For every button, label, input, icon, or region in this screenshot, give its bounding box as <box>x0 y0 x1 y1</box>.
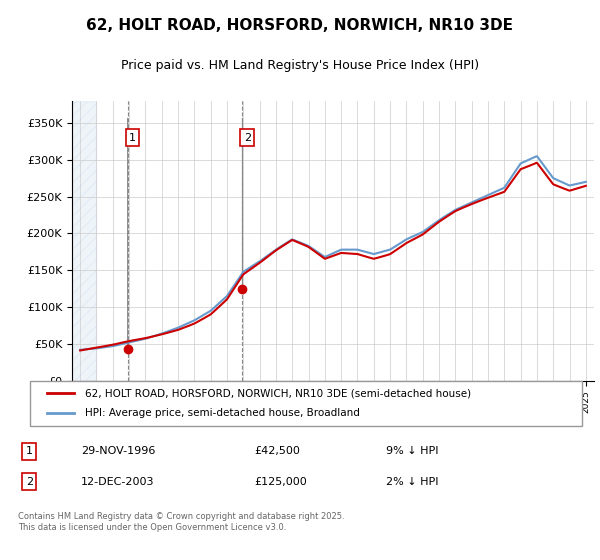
Text: £42,500: £42,500 <box>254 446 300 456</box>
Text: HPI: Average price, semi-detached house, Broadland: HPI: Average price, semi-detached house,… <box>85 408 360 418</box>
Text: 29-NOV-1996: 29-NOV-1996 <box>81 446 155 456</box>
Text: £125,000: £125,000 <box>254 477 307 487</box>
Text: Price paid vs. HM Land Registry's House Price Index (HPI): Price paid vs. HM Land Registry's House … <box>121 59 479 72</box>
Text: 62, HOLT ROAD, HORSFORD, NORWICH, NR10 3DE: 62, HOLT ROAD, HORSFORD, NORWICH, NR10 3… <box>86 18 514 32</box>
Text: 2% ↓ HPI: 2% ↓ HPI <box>386 477 439 487</box>
Text: 1: 1 <box>129 133 136 143</box>
Bar <box>72 101 97 381</box>
Text: 62, HOLT ROAD, HORSFORD, NORWICH, NR10 3DE (semi-detached house): 62, HOLT ROAD, HORSFORD, NORWICH, NR10 3… <box>85 388 472 398</box>
Text: 1: 1 <box>26 446 33 456</box>
Text: 2: 2 <box>26 477 33 487</box>
Text: 12-DEC-2003: 12-DEC-2003 <box>81 477 155 487</box>
Text: 2: 2 <box>244 133 251 143</box>
Text: 9% ↓ HPI: 9% ↓ HPI <box>386 446 439 456</box>
Text: Contains HM Land Registry data © Crown copyright and database right 2025.
This d: Contains HM Land Registry data © Crown c… <box>18 512 344 531</box>
FancyBboxPatch shape <box>30 381 582 426</box>
